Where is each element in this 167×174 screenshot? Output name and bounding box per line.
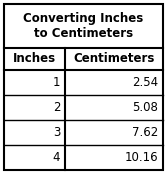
Text: 5.08: 5.08	[132, 101, 158, 114]
Text: 1: 1	[53, 76, 60, 89]
Text: 4: 4	[53, 151, 60, 164]
Text: 10.16: 10.16	[124, 151, 158, 164]
Text: 2: 2	[53, 101, 60, 114]
Text: Inches: Inches	[13, 53, 56, 65]
Text: Centimeters: Centimeters	[73, 53, 155, 65]
Text: 2.54: 2.54	[132, 76, 158, 89]
Text: 3: 3	[53, 126, 60, 139]
Text: 7.62: 7.62	[132, 126, 158, 139]
Text: Converting Inches
to Centimeters: Converting Inches to Centimeters	[23, 12, 144, 40]
